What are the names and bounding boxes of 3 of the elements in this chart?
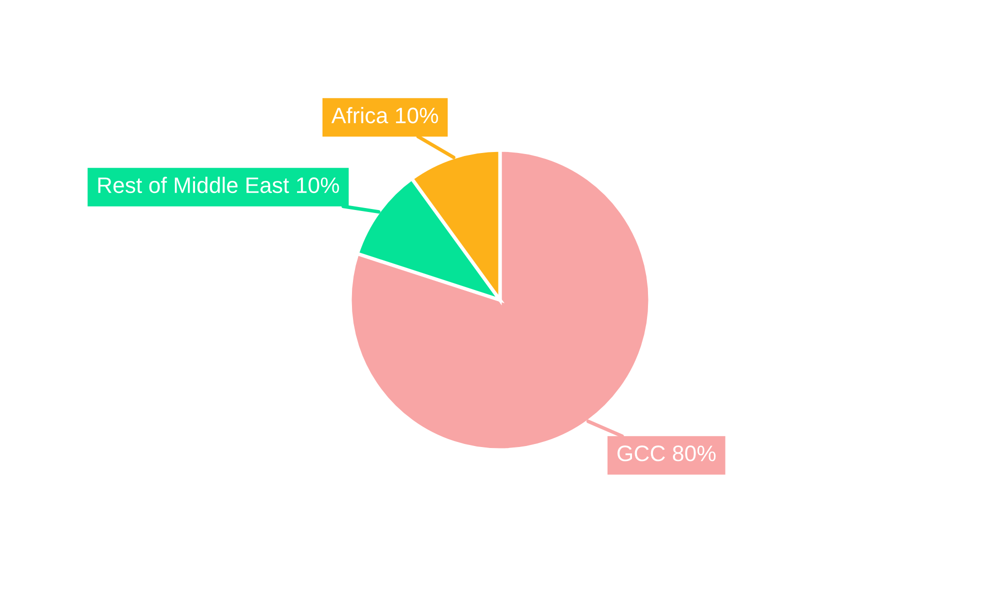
slice-label: Africa 10% xyxy=(331,107,438,124)
slice-label: Rest of Middle East 10% xyxy=(98,176,340,194)
slice-label: GCC 80% xyxy=(618,446,716,462)
